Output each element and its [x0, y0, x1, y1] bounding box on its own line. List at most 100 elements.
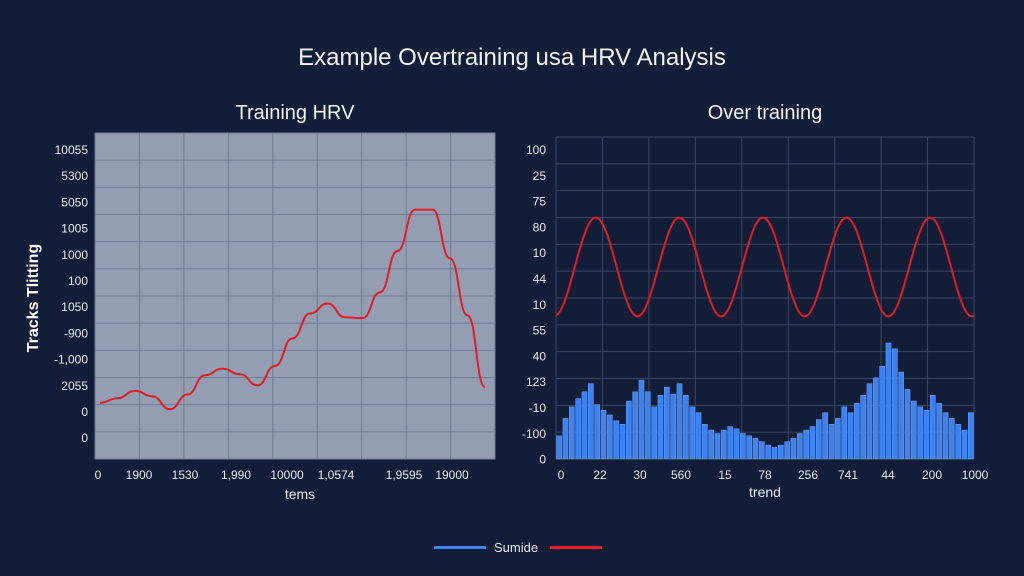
chart2-x-tick: 200 — [922, 468, 942, 482]
chart1-y-tick: 5050 — [61, 195, 88, 209]
chart2-bar — [607, 414, 613, 460]
chart2-y-tick: -10 — [529, 401, 547, 415]
chart2-bar — [835, 418, 841, 460]
chart2-bar — [955, 424, 961, 460]
chart1-y-tick: 1000 — [61, 248, 88, 262]
chart2-x-tick: 78 — [758, 468, 772, 482]
chart1-plot: 10055 5300 5050 1005 1000 100 1050 -900 -1,000 20… — [25, 132, 496, 502]
chart1-x-tick: 1,0574 — [318, 468, 355, 482]
chart2-bar — [917, 406, 923, 460]
chart2-y-tick: 10 — [533, 246, 547, 260]
chart2-bar — [930, 395, 936, 460]
chart2-bar — [841, 406, 847, 460]
chart2-x-tick: 15 — [718, 468, 732, 482]
chart2-bar — [759, 441, 765, 460]
chart2-y-tick: 100 — [526, 143, 546, 157]
chart1-y-tick: 10055 — [55, 143, 89, 157]
chart1-x-tick: 10000 — [270, 468, 304, 482]
chart2-y-tick: 10 — [533, 298, 547, 312]
chart2-bar — [746, 435, 752, 460]
chart2-bar — [562, 418, 569, 460]
chart2-bar — [866, 383, 873, 460]
chart1-x-tick: 1,9595 — [386, 468, 423, 482]
chart2-x-tick: 256 — [798, 468, 818, 482]
chart1-y-tick: 1005 — [61, 222, 88, 236]
chart2-bar — [892, 348, 898, 460]
chart2-bar — [594, 404, 600, 460]
chart2-bar — [632, 391, 638, 460]
chart2-bar — [860, 395, 866, 460]
chart1-x-tick: 19000 — [435, 468, 469, 482]
chart1-title: Training HRV — [235, 102, 355, 124]
chart2-bar — [816, 419, 822, 460]
chart2-bar — [733, 428, 740, 460]
chart2-bar — [708, 429, 714, 460]
chart2-bar — [911, 400, 917, 460]
chart2-y-tick: 0 — [539, 453, 546, 467]
chart2-bar — [645, 391, 651, 460]
chart2-x-tick: 44 — [881, 468, 895, 482]
chart2-y-tick: 40 — [533, 349, 547, 363]
chart2-bar — [854, 403, 860, 460]
chart2-bar — [613, 420, 619, 460]
chart2-bar — [727, 426, 733, 460]
chart2-bar — [923, 410, 930, 460]
chart1-y-tick: 0 — [81, 405, 88, 419]
chart2-x-tick: 30 — [633, 468, 647, 482]
chart2-y-tick: 55 — [533, 324, 547, 338]
chart2-bar — [619, 424, 626, 460]
chart2-bar — [752, 437, 759, 460]
chart2-bar — [556, 435, 562, 460]
chart2-x-tick: 1000 — [962, 468, 989, 482]
chart1-series-line — [99, 208, 486, 411]
chart2-bar — [898, 371, 904, 460]
chart2-bar — [676, 383, 683, 460]
chart2-bar — [828, 424, 835, 460]
chart2-bar — [778, 444, 784, 460]
chart2-x-tick: 0 — [558, 468, 565, 482]
chart2-bar — [740, 433, 746, 460]
legend-line-blue — [434, 545, 486, 549]
chart2-bar — [569, 406, 575, 460]
chart2-x-label: trend — [749, 484, 781, 500]
chart2-bar — [575, 398, 581, 460]
chart2-bar — [721, 429, 727, 460]
chart2-bar — [942, 412, 949, 460]
chart1-y-tick: 100 — [68, 274, 88, 288]
chart2-bar — [790, 437, 797, 460]
chart2-bar — [638, 379, 645, 460]
chart2-series-line — [555, 216, 975, 318]
chart2-x-tick: 22 — [593, 468, 607, 482]
chart1-x-tick: 0 — [95, 468, 102, 482]
chart2-bar — [822, 412, 828, 460]
chart1-y-tick: 1050 — [61, 300, 88, 314]
chart1-y-tick: 2055 — [61, 379, 88, 393]
chart2-bar — [600, 410, 607, 460]
chart1-y-tick: 5300 — [61, 169, 88, 183]
chart2-bar — [873, 377, 879, 460]
chart2-bar — [626, 400, 632, 460]
chart2-bar — [664, 386, 670, 460]
chart2-bar — [581, 391, 588, 460]
chart2-y-tick: 80 — [533, 220, 547, 234]
chart2-bar — [885, 342, 892, 460]
chart2-bar — [847, 412, 854, 460]
chart2-bar — [771, 447, 778, 460]
chart2-bar — [784, 441, 790, 460]
main-title: Example Overtraining usa HRV Analysis — [298, 44, 726, 71]
chart2-y-tick: 44 — [533, 272, 547, 286]
chart2-bar — [797, 433, 803, 460]
chart2-bar — [689, 406, 695, 460]
chart2-bar — [695, 412, 702, 460]
chart2-bar — [588, 383, 594, 460]
chart2-bar — [702, 424, 708, 460]
chart2-bar — [809, 426, 816, 460]
chart2-plot: 100 25 75 80 10 44 10 55 40 123 -10 -100 00 22 30 560 15… — [522, 136, 989, 500]
chart2-bar — [683, 395, 689, 460]
chart1-x-tick: 1900 — [126, 468, 153, 482]
chart2-x-tick: 741 — [838, 468, 858, 482]
chart2-bar — [765, 444, 771, 460]
chart2-bar — [670, 393, 676, 460]
chart2-bar — [651, 406, 657, 460]
